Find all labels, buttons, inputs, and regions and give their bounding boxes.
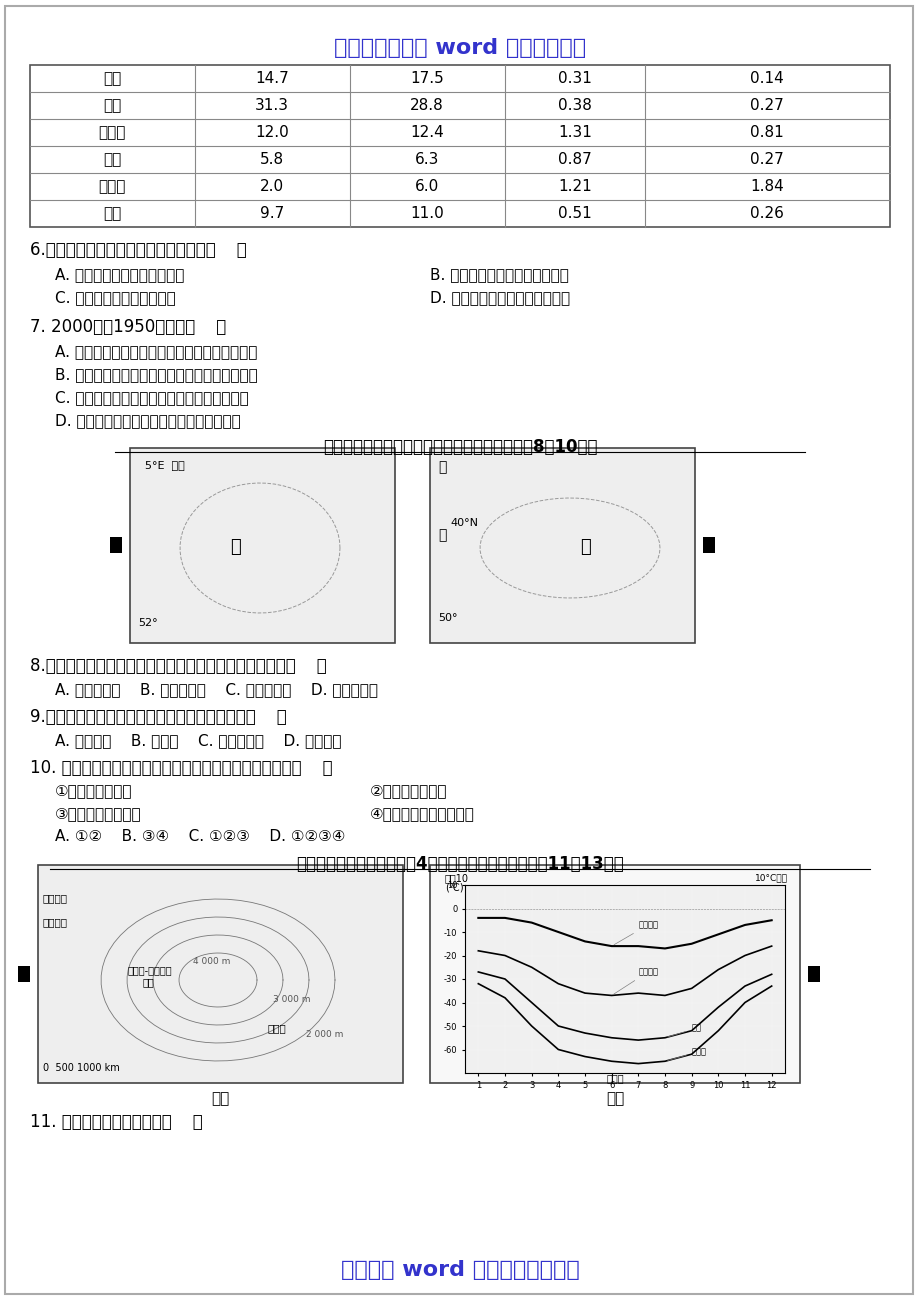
Text: A. 水土流失    B. 沙尘暴    C. 土地盐碱化    D. 洪涝灾害: A. 水土流失 B. 沙尘暴 C. 土地盐碱化 D. 洪涝灾害 (55, 733, 341, 749)
Text: 哈利湾站: 哈利湾站 (43, 893, 68, 904)
Text: 非洲: 非洲 (103, 152, 121, 167)
Text: 17.5: 17.5 (410, 72, 443, 86)
Text: 0.14: 0.14 (749, 72, 783, 86)
Text: 网络平台 word 文档资料下载提供: 网络平台 word 文档资料下载提供 (340, 1260, 579, 1280)
Text: 亚洲: 亚洲 (103, 72, 121, 86)
Text: 12.0: 12.0 (255, 125, 289, 141)
Text: 法拉第站: 法拉第站 (43, 917, 68, 927)
Text: 欧洲: 欧洲 (103, 98, 121, 113)
Text: 1.31: 1.31 (558, 125, 591, 141)
Text: 6.亚洲的垦殖指数较高，可能的原因是（    ）: 6.亚洲的垦殖指数较高，可能的原因是（ ） (30, 241, 246, 259)
Text: 最专业最齐全的 word 文档资料下载: 最专业最齐全的 word 文档资料下载 (334, 38, 585, 59)
Text: ④经济腹地覆盖整个欧洲: ④经济腹地覆盖整个欧洲 (369, 806, 474, 822)
Text: 气温10: 气温10 (445, 874, 469, 883)
Text: 乙: 乙 (579, 538, 590, 556)
Text: D. 非洲因机械化水平高，导致垦殖指数上升: D. 非洲因机械化水平高，导致垦殖指数上升 (55, 413, 241, 428)
Text: 南极: 南极 (142, 976, 154, 987)
Text: 1.84: 1.84 (749, 178, 783, 194)
Text: A. ①②    B. ③④    C. ①②③    D. ①②③④: A. ①② B. ③④ C. ①②③ D. ①②③④ (55, 829, 345, 844)
Text: 世界: 世界 (103, 206, 121, 221)
Text: A. 欧洲因人口增长较快，所以人均耕地面积减少: A. 欧洲因人口增长较快，所以人均耕地面积减少 (55, 344, 257, 359)
Text: 52°: 52° (138, 618, 157, 628)
Text: ③位于莱茵河入海口: ③位于莱茵河入海口 (55, 806, 142, 822)
Text: 10. 甲国有世界上最大的港口，其地理位置的重要性包括（    ）: 10. 甲国有世界上最大的港口，其地理位置的重要性包括（ ） (30, 759, 333, 777)
Text: （月）: （月） (606, 1073, 623, 1083)
Text: 3 000 m: 3 000 m (273, 995, 311, 1004)
Text: 0.51: 0.51 (558, 206, 591, 221)
Text: 2.0: 2.0 (260, 178, 284, 194)
Text: B. 大洋洲因人口负增长，所以人均耕地面积增加: B. 大洋洲因人口负增长，所以人均耕地面积增加 (55, 367, 257, 381)
Text: B. 季风气候显著，气象灾害较少: B. 季风气候显著，气象灾害较少 (429, 267, 568, 283)
Text: 9.乙地由于不合理灌溉而引发的主要环境问题是（    ）: 9.乙地由于不合理灌溉而引发的主要环境问题是（ ） (30, 708, 287, 727)
Bar (130, 448, 394, 643)
Text: 图乙: 图乙 (606, 1091, 623, 1105)
Text: 11.0: 11.0 (410, 206, 443, 221)
Text: 0.31: 0.31 (558, 72, 591, 86)
Text: A. 地形多种多样，以平原为主: A. 地形多种多样，以平原为主 (55, 267, 184, 283)
Bar (18, 966, 30, 982)
Text: 北美洲: 北美洲 (98, 125, 126, 141)
Text: 11. 法拉第站在哈利湾站的（    ）: 11. 法拉第站在哈利湾站的（ ） (30, 1113, 202, 1131)
Text: 14.7: 14.7 (255, 72, 289, 86)
Text: C. 地域辽阔，矿产资源丰富: C. 地域辽阔，矿产资源丰富 (55, 290, 176, 305)
Text: 图甲: 图甲 (210, 1091, 229, 1105)
Text: 5.8: 5.8 (260, 152, 284, 167)
Text: 甲: 甲 (230, 538, 241, 556)
Text: 读南极洲等高线图和南极洲4个气象站气温曲线图，回答11～13题。: 读南极洲等高线图和南极洲4个气象站气温曲线图，回答11～13题。 (296, 855, 623, 874)
Text: 里: 里 (437, 460, 446, 474)
Text: 阿蒙森-斯科特站: 阿蒙森-斯科特站 (128, 965, 173, 975)
Text: 50°: 50° (437, 613, 457, 622)
Text: A. 土壤、水源    B. 光热、降水    C. 风向、地势    D. 地形、河流: A. 土壤、水源 B. 光热、降水 C. 风向、地势 D. 地形、河流 (55, 682, 378, 697)
Text: 0.87: 0.87 (558, 152, 591, 167)
Text: ①欧亚大陆桥西端: ①欧亚大陆桥西端 (55, 783, 132, 798)
Text: (℃): (℃) (445, 883, 463, 893)
Text: 12.4: 12.4 (410, 125, 443, 141)
Text: 10°C气温: 10°C气温 (754, 874, 788, 881)
Text: 下图是一组世界区域地图，根据所学知识，完成8～10题。: 下图是一组世界区域地图，根据所学知识，完成8～10题。 (323, 437, 596, 456)
Bar (702, 536, 714, 553)
Text: 8.图中甲、乙两地发展种植业生产的主要制约因素分别是（    ）: 8.图中甲、乙两地发展种植业生产的主要制约因素分别是（ ） (30, 658, 326, 674)
Text: 7. 2000年与1950年相比（    ）: 7. 2000年与1950年相比（ ） (30, 318, 226, 336)
Text: D. 农垦历史悠久，人口数量最多: D. 农垦历史悠久，人口数量最多 (429, 290, 570, 305)
Text: 0.27: 0.27 (749, 152, 783, 167)
Text: 40°N: 40°N (449, 518, 478, 529)
Text: 9.7: 9.7 (259, 206, 284, 221)
Text: 0  500 1000 km: 0 500 1000 km (43, 1062, 119, 1073)
Bar (429, 865, 800, 1083)
Text: 0.27: 0.27 (749, 98, 783, 113)
Text: 1.21: 1.21 (558, 178, 591, 194)
Text: 东方站: 东方站 (267, 1023, 287, 1032)
Bar (807, 966, 819, 982)
Bar (429, 448, 694, 643)
Text: 4 000 m: 4 000 m (193, 957, 230, 966)
Text: 0.81: 0.81 (749, 125, 783, 141)
Text: 大洋洲: 大洋洲 (98, 178, 126, 194)
Text: 6.3: 6.3 (414, 152, 438, 167)
Bar (30, 65, 889, 227)
Text: C. 北美洲垦殖指数的增长率低于世界平均水平: C. 北美洲垦殖指数的增长率低于世界平均水平 (55, 391, 248, 405)
Text: 0.38: 0.38 (558, 98, 591, 113)
Text: ②扼北海航线要冲: ②扼北海航线要冲 (369, 783, 447, 798)
Text: 6.0: 6.0 (414, 178, 438, 194)
Text: 31.3: 31.3 (255, 98, 289, 113)
Text: 海: 海 (437, 529, 446, 542)
Text: 28.8: 28.8 (410, 98, 443, 113)
Text: 2 000 m: 2 000 m (306, 1030, 343, 1039)
Bar (38, 865, 403, 1083)
Text: 5°E  北海: 5°E 北海 (145, 460, 185, 470)
Text: 0.26: 0.26 (749, 206, 783, 221)
Bar (110, 536, 122, 553)
